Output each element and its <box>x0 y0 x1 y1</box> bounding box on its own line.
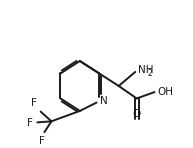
Text: 2: 2 <box>147 69 152 78</box>
Text: F: F <box>31 98 37 108</box>
Text: F: F <box>40 136 45 146</box>
Text: N: N <box>100 96 108 106</box>
Text: O: O <box>133 109 141 119</box>
Text: OH: OH <box>157 86 173 96</box>
Text: F: F <box>27 118 33 128</box>
Text: NH: NH <box>138 65 153 75</box>
